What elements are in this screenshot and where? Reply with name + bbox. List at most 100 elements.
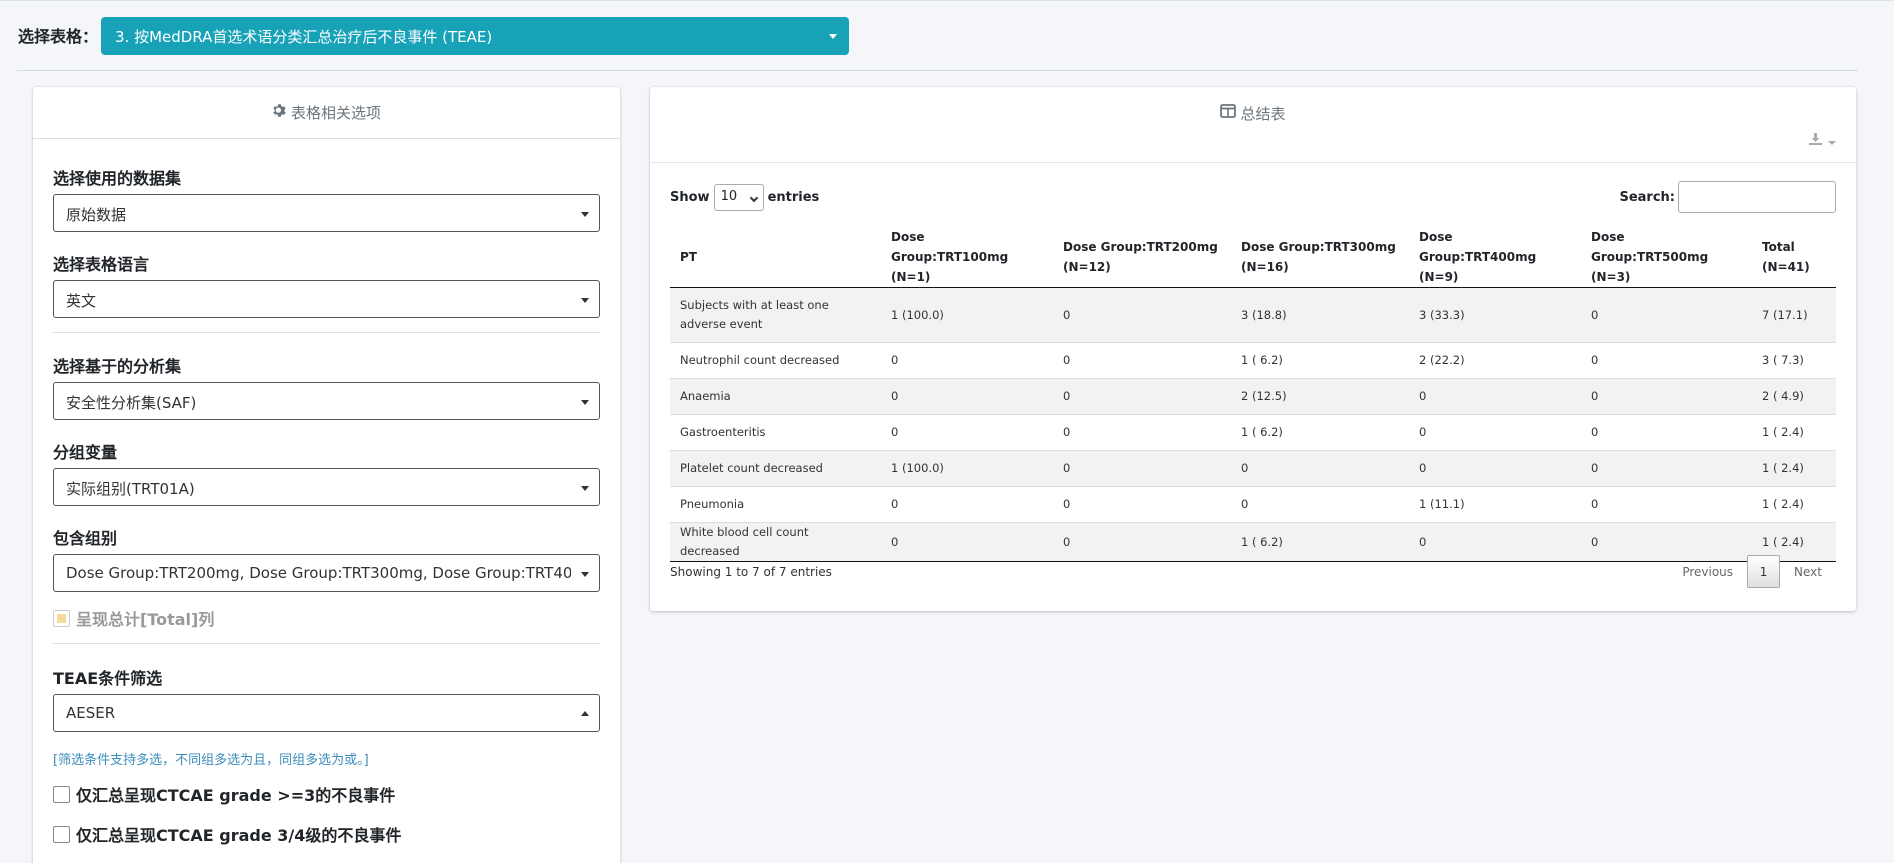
divider — [650, 162, 1856, 163]
dataset-select[interactable]: 原始数据 — [53, 194, 600, 232]
download-button[interactable] — [1808, 132, 1836, 150]
total-column-checkbox[interactable] — [53, 609, 70, 627]
table-select[interactable]: 3. 按MedDRA首选术语分类汇总治疗后不良事件 (TEAE) — [101, 17, 849, 55]
column-header-trt100[interactable]: Dose Group:TRT100mg (N=1) — [881, 227, 1053, 288]
include-groups-select[interactable]: Dose Group:TRT200mg, Dose Group:TRT300mg… — [53, 554, 600, 592]
search-label: Search: — [1619, 189, 1675, 205]
table-cell-value: 0 — [1581, 414, 1752, 451]
table-cell-value: 0 — [1053, 486, 1231, 523]
pagination: Previous 1 Next — [1668, 555, 1836, 588]
table-cell-value: 0 — [1581, 342, 1752, 379]
summary-table: PT Dose Group:TRT100mg (N=1) Dose Group:T… — [670, 227, 1836, 562]
chevron-down-icon — [829, 34, 837, 39]
column-header-trt200[interactable]: Dose Group:TRT200mg (N=12) — [1053, 227, 1231, 288]
table-row: Anaemia 0 0 2 (12.5) 0 0 2 ( 4.9) — [670, 378, 1836, 415]
column-header-trt500[interactable]: Dose Group:TRT500mg (N=3) — [1581, 227, 1752, 288]
table-cell-value: 0 — [1053, 414, 1231, 451]
summary-table-card: 总结表 Show 10 entries Search: PT Dose Grou… — [650, 87, 1856, 611]
table-row: Gastroenteritis 0 0 1 ( 6.2) 0 0 1 ( 2.4) — [670, 414, 1836, 451]
table-options-card: 表格相关选项 选择使用的数据集 原始数据 选择表格语言 英文 选择基于的分析集 … — [33, 87, 620, 863]
table-cell-value: 0 — [1053, 287, 1231, 343]
table-cell-value: 0 — [881, 414, 1053, 451]
grade3-checkbox-row: 仅汇总呈现CTCAE grade >=3的不良事件 — [53, 782, 395, 806]
table-cell-value: 1 ( 2.4) — [1752, 522, 1836, 562]
table-cell-pt: White blood cell count decreased — [670, 522, 881, 562]
table-cell-value: 1 ( 2.4) — [1752, 450, 1836, 487]
table-cell-value: 1 ( 6.2) — [1231, 414, 1409, 451]
table-select-value: 3. 按MedDRA首选术语分类汇总治疗后不良事件 (TEAE) — [115, 28, 493, 46]
table-row: Neutrophil count decreased 0 0 1 ( 6.2) 2 (2… — [670, 342, 1836, 379]
chevron-down-icon — [581, 486, 589, 491]
column-header-label: Dose Group:TRT100mg — [891, 230, 1009, 264]
column-header-label: Total — [1762, 240, 1795, 254]
table-cell-value: 0 — [1581, 450, 1752, 487]
table-row: Platelet count decreased 1 (100.0) 0 0 0 0 1 (… — [670, 450, 1836, 487]
table-cell-value: 0 — [881, 378, 1053, 415]
divider — [53, 643, 600, 644]
page-length-select[interactable]: 10 — [713, 184, 764, 211]
group-variable-select-value: 实际组别(TRT01A) — [66, 480, 195, 498]
grade34-checkbox-row: 仅汇总呈现CTCAE grade 3/4级的不良事件 — [53, 822, 401, 846]
table-cell-value: 0 — [881, 342, 1053, 379]
group-variable-select[interactable]: 实际组别(TRT01A) — [53, 468, 600, 506]
table-icon — [1220, 104, 1237, 122]
table-cell-value: 0 — [1053, 342, 1231, 379]
table-options-header: 表格相关选项 — [33, 87, 620, 139]
table-cell-value: 0 — [1409, 450, 1581, 487]
column-header-trt300[interactable]: Dose Group:TRT300mg (N=16) — [1231, 227, 1409, 288]
entries-label: entries — [767, 190, 820, 205]
table-cell-value: 1 ( 2.4) — [1752, 486, 1836, 523]
next-button[interactable]: Next — [1794, 564, 1822, 579]
table-options-title: 表格相关选项 — [290, 104, 381, 122]
language-select-value: 英文 — [66, 292, 97, 310]
table-cell-value: 1 ( 6.2) — [1231, 342, 1409, 379]
page-length-control: Show 10 entries — [670, 184, 819, 211]
table-cell-value: 3 (18.8) — [1231, 287, 1409, 343]
table-cell-value: 0 — [1581, 378, 1752, 415]
column-header-total[interactable]: Total (N=41) — [1752, 227, 1836, 288]
table-cell-pt: Pneumonia — [670, 486, 881, 523]
table-cell-value: 1 (11.1) — [1409, 486, 1581, 523]
table-cell-value: 0 — [881, 522, 1053, 562]
teae-filter-select[interactable]: AESER — [53, 694, 600, 732]
grade3-checkbox[interactable] — [53, 785, 70, 803]
table-info: Showing 1 to 7 of 7 entries — [670, 565, 832, 579]
table-row: White blood cell count decreased 0 0 1 ( 6.… — [670, 522, 1836, 562]
divider — [53, 332, 600, 333]
teae-filter-select-value: AESER — [66, 704, 116, 722]
chevron-down-icon — [581, 212, 589, 217]
table-cell-value: 1 (100.0) — [881, 450, 1053, 487]
page-button-current[interactable]: 1 — [1747, 555, 1781, 588]
chevron-down-icon — [1828, 141, 1836, 145]
table-controls: Show 10 entries Search: — [670, 181, 1836, 214]
analysis-set-label: 选择基于的分析集 — [53, 357, 182, 376]
column-header-trt400[interactable]: Dose Group:TRT400mg (N=9) — [1409, 227, 1581, 288]
table-cell-value: 3 ( 7.3) — [1752, 342, 1836, 379]
page-length-value: 10 — [720, 189, 738, 204]
chevron-up-icon — [581, 711, 589, 716]
grade34-label: 仅汇总呈现CTCAE grade 3/4级的不良事件 — [76, 826, 402, 845]
teae-filter-label: TEAE条件筛选 — [53, 669, 163, 688]
table-cell-pt: Subjects with at least one adverse event — [670, 287, 881, 343]
language-select[interactable]: 英文 — [53, 280, 600, 318]
table-cell-value: 0 — [1409, 378, 1581, 415]
table-cell-value: 2 (22.2) — [1409, 342, 1581, 379]
include-groups-label: 包含组别 — [53, 529, 118, 548]
previous-button[interactable]: Previous — [1682, 564, 1734, 579]
column-header-n: (N=9) — [1419, 270, 1459, 284]
grade34-checkbox[interactable] — [53, 825, 70, 843]
table-cell-value: 0 — [1409, 414, 1581, 451]
table-select-label: 选择表格： — [18, 27, 99, 46]
column-header-n: (N=16) — [1241, 260, 1289, 274]
search-input[interactable] — [1678, 181, 1836, 213]
filter-note: [筛选条件支持多选，不同组多选为且，同组多选为或。] — [53, 753, 369, 768]
analysis-set-select[interactable]: 安全性分析集(SAF) — [53, 382, 600, 420]
language-label: 选择表格语言 — [53, 255, 150, 274]
table-cell-value: 0 — [881, 486, 1053, 523]
table-cell-value: 2 ( 4.9) — [1752, 378, 1836, 415]
show-label: Show — [670, 190, 710, 205]
column-header-pt[interactable]: PT — [670, 227, 881, 288]
table-cell-value: 0 — [1409, 522, 1581, 562]
chevron-down-icon — [581, 298, 589, 303]
table-cell-value: 1 (100.0) — [881, 287, 1053, 343]
